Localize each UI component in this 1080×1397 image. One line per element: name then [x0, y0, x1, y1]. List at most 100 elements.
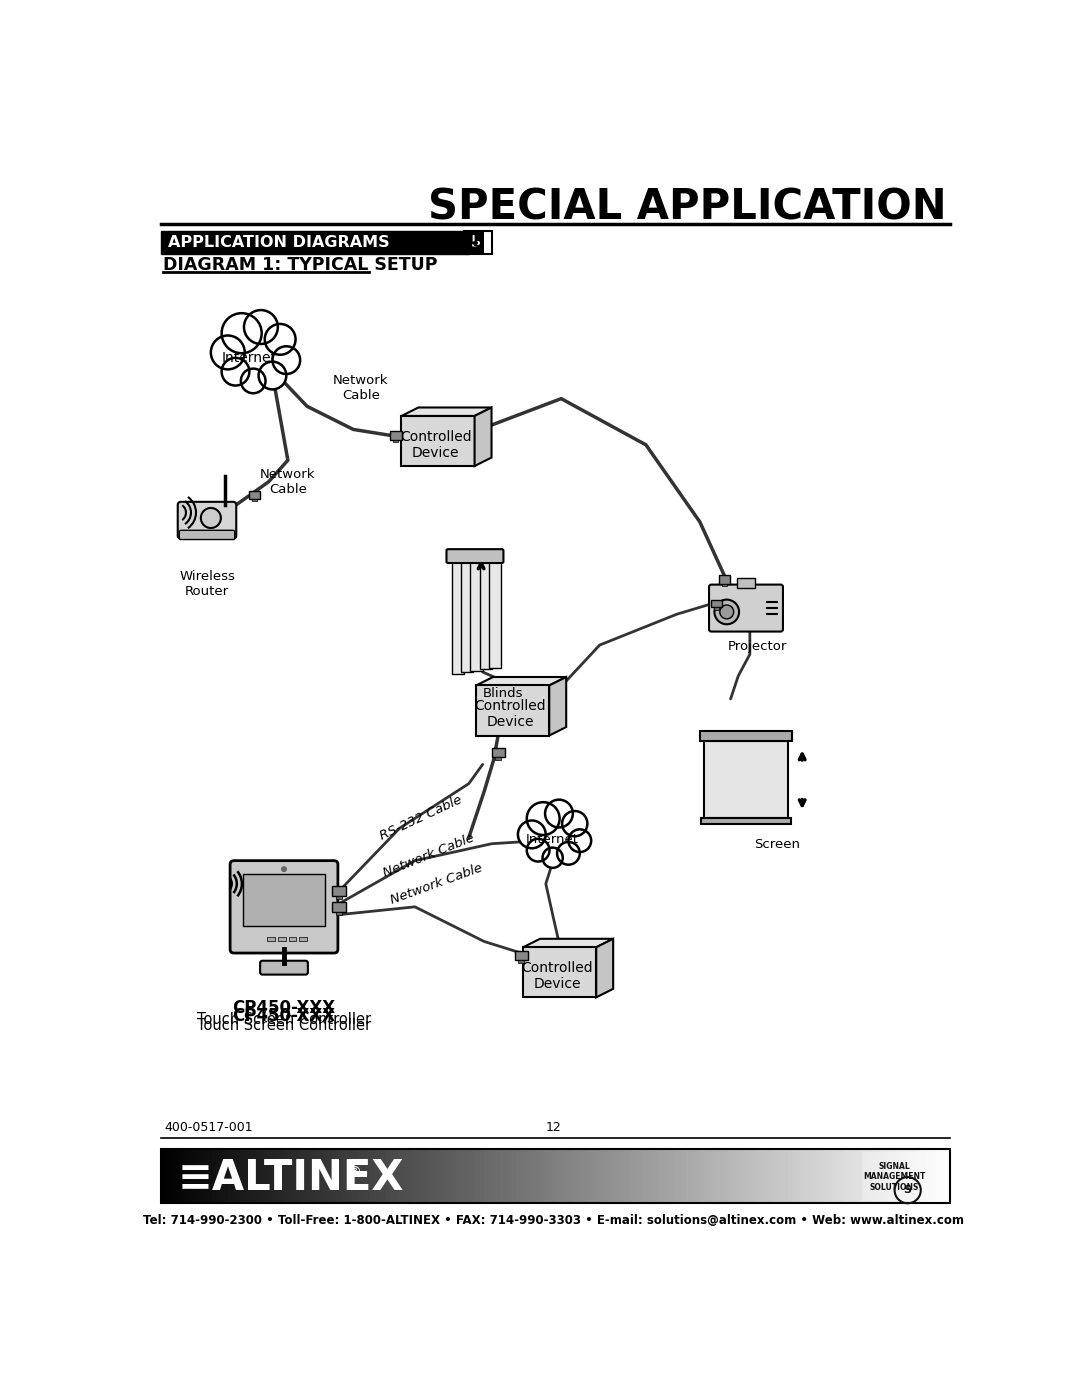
- Bar: [220, 1150, 225, 1203]
- Bar: [765, 1150, 769, 1203]
- Bar: [200, 1150, 204, 1203]
- Bar: [252, 1150, 256, 1203]
- Bar: [693, 1150, 698, 1203]
- Bar: [429, 1150, 433, 1203]
- Text: Controlled
Device: Controlled Device: [522, 961, 593, 992]
- Bar: [598, 1150, 603, 1203]
- Text: DIAGRAM 1: TYPICAL SETUP: DIAGRAM 1: TYPICAL SETUP: [163, 257, 437, 274]
- Text: CP450-XXX: CP450-XXX: [232, 999, 336, 1017]
- Circle shape: [537, 819, 575, 856]
- Bar: [686, 1150, 690, 1203]
- Bar: [851, 1150, 855, 1203]
- Bar: [161, 1150, 165, 1203]
- Text: Screen: Screen: [754, 838, 799, 851]
- Bar: [311, 1150, 315, 1203]
- Polygon shape: [402, 416, 474, 467]
- Text: Projector: Projector: [728, 640, 787, 654]
- Bar: [615, 1150, 619, 1203]
- Bar: [934, 1150, 939, 1203]
- Bar: [690, 1150, 694, 1203]
- Text: Controlled
Device: Controlled Device: [400, 430, 472, 460]
- Bar: [259, 1150, 264, 1203]
- Text: SPECIAL APPLICATION: SPECIAL APPLICATION: [428, 187, 946, 229]
- Text: 12: 12: [545, 1120, 562, 1133]
- FancyBboxPatch shape: [179, 531, 234, 539]
- Bar: [319, 1150, 323, 1203]
- Bar: [571, 1150, 576, 1203]
- Text: 400-0517-001: 400-0517-001: [164, 1120, 254, 1133]
- FancyBboxPatch shape: [230, 861, 338, 953]
- Bar: [449, 1150, 454, 1203]
- Bar: [480, 557, 491, 669]
- Bar: [784, 1150, 788, 1203]
- FancyBboxPatch shape: [260, 961, 308, 975]
- Bar: [335, 1150, 339, 1203]
- Bar: [781, 1150, 785, 1203]
- Bar: [906, 1150, 910, 1203]
- Text: SIGNAL
MANAGEMENT
SOLUTIONS: SIGNAL MANAGEMENT SOLUTIONS: [863, 1162, 926, 1192]
- Bar: [330, 1150, 335, 1203]
- Bar: [409, 1150, 414, 1203]
- Bar: [208, 1150, 213, 1203]
- Bar: [725, 1150, 729, 1203]
- Bar: [476, 1150, 481, 1203]
- Bar: [832, 1150, 836, 1203]
- Bar: [591, 1150, 595, 1203]
- Bar: [437, 1150, 442, 1203]
- Bar: [681, 1150, 686, 1203]
- Bar: [559, 1150, 564, 1203]
- Bar: [247, 1150, 252, 1203]
- Bar: [342, 1150, 347, 1203]
- Bar: [333, 902, 347, 912]
- FancyBboxPatch shape: [446, 549, 503, 563]
- Bar: [445, 1150, 449, 1203]
- Bar: [402, 1150, 406, 1203]
- Bar: [930, 1150, 934, 1203]
- Bar: [337, 912, 342, 915]
- Bar: [824, 1150, 828, 1203]
- Text: Controlled
Device: Controlled Device: [474, 700, 546, 729]
- Bar: [253, 499, 257, 502]
- Text: Internet: Internet: [221, 351, 276, 365]
- Bar: [244, 1150, 248, 1203]
- Circle shape: [265, 324, 296, 355]
- Bar: [927, 1150, 931, 1203]
- Circle shape: [211, 335, 245, 369]
- Bar: [718, 576, 730, 584]
- Bar: [508, 1150, 512, 1203]
- Bar: [710, 1150, 714, 1203]
- Bar: [240, 1150, 244, 1203]
- Bar: [634, 1150, 638, 1203]
- Bar: [939, 1150, 943, 1203]
- Bar: [271, 1150, 275, 1203]
- Bar: [512, 1150, 516, 1203]
- Bar: [666, 1150, 671, 1203]
- Circle shape: [234, 334, 280, 380]
- Bar: [314, 1150, 319, 1203]
- Bar: [808, 1150, 812, 1203]
- Circle shape: [545, 799, 572, 827]
- Bar: [216, 1150, 220, 1203]
- Bar: [515, 951, 528, 960]
- Bar: [177, 1150, 181, 1203]
- Bar: [701, 1150, 705, 1203]
- Text: APPLICATION DIAGRAMS: APPLICATION DIAGRAMS: [168, 235, 390, 250]
- Bar: [729, 1150, 733, 1203]
- Bar: [875, 1150, 879, 1203]
- Bar: [264, 1150, 268, 1203]
- Bar: [815, 1150, 820, 1203]
- Bar: [717, 1150, 721, 1203]
- Bar: [619, 1150, 623, 1203]
- Bar: [366, 1150, 370, 1203]
- Bar: [855, 1150, 860, 1203]
- Bar: [280, 1150, 284, 1203]
- Bar: [350, 1150, 354, 1203]
- Bar: [839, 1150, 843, 1203]
- Circle shape: [562, 812, 588, 837]
- Bar: [504, 1150, 509, 1203]
- Bar: [891, 1150, 895, 1203]
- Bar: [496, 757, 501, 760]
- Bar: [524, 1150, 528, 1203]
- Bar: [461, 1150, 465, 1203]
- Bar: [516, 1150, 521, 1203]
